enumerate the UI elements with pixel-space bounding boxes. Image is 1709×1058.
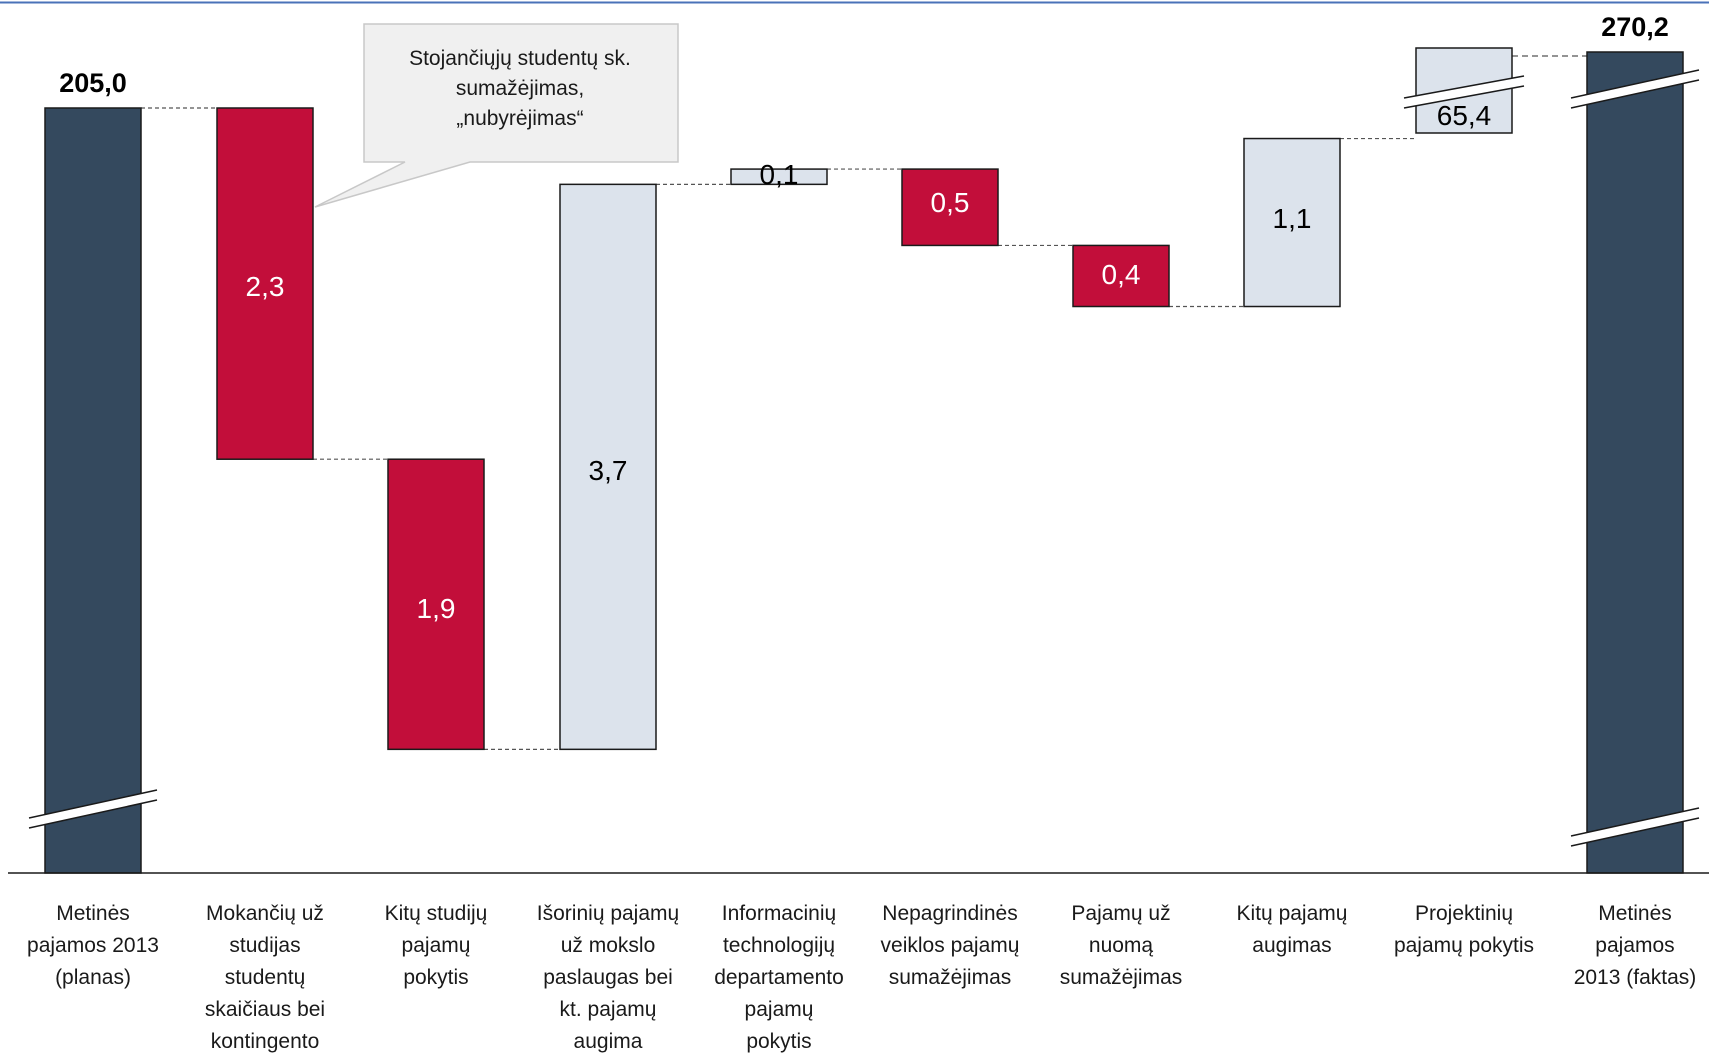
value-label: 270,2 [1601, 12, 1669, 42]
bar-1 [216, 107, 314, 460]
bar-9 [1586, 51, 1684, 874]
bar-4 [730, 168, 828, 186]
axis-break-line [1403, 85, 1525, 109]
bar-3 [559, 183, 657, 751]
category-label: Projektinių pajamų pokytis [1393, 902, 1535, 957]
value-label: 0,4 [1102, 259, 1141, 290]
category-label: Informacinių technologijų departamento p… [714, 902, 844, 1053]
value-label: 65,4 [1437, 100, 1492, 131]
callout-bubble [314, 23, 679, 208]
axis-break-line [1403, 75, 1525, 99]
bar-7 [1243, 137, 1341, 308]
bar-0 [44, 107, 142, 874]
axis-break-line [28, 789, 158, 819]
axis-break-line [1570, 817, 1700, 847]
axis-break-band [1571, 808, 1699, 846]
callout-text: Stojančiųjų studentų sk. sumažėjimas, „n… [409, 47, 631, 130]
value-label: 1,9 [417, 593, 456, 624]
axis-break-line [28, 799, 158, 829]
bar-6 [1072, 244, 1170, 308]
axis-break-band [1404, 76, 1524, 108]
category-label: Kitų pajamų augimas [1236, 902, 1348, 957]
value-label: 2,3 [246, 271, 285, 302]
bar-2 [387, 458, 485, 751]
axis-break-line [1570, 79, 1700, 109]
value-label: 0,5 [931, 187, 970, 218]
category-label: Pajamų už nuomą sumažėjimas [1059, 902, 1183, 989]
value-label: 1,1 [1273, 203, 1312, 234]
axis-break-line [1570, 69, 1700, 99]
category-label: Nepagrindinės veiklos pajamų sumažėjimas [880, 902, 1020, 989]
value-label: 0,1 [760, 159, 799, 190]
category-label: Išorinių pajamų už mokslo paslaugas bei … [536, 902, 680, 1053]
axis-break-band [29, 790, 157, 828]
category-label: Mokančių už studijas studentų skaičiaus … [204, 902, 326, 1053]
category-label: Metinės pajamos 2013 (planas) [27, 902, 159, 989]
category-label: Kitų studijų pajamų pokytis [384, 902, 488, 989]
axis-break-line [1570, 807, 1700, 837]
value-label: 3,7 [589, 455, 628, 486]
axis-break-band [1571, 70, 1699, 108]
category-label: Metinės pajamos 2013 (faktas) [1573, 902, 1697, 989]
value-label: 205,0 [59, 68, 127, 98]
bar-5 [901, 168, 999, 247]
